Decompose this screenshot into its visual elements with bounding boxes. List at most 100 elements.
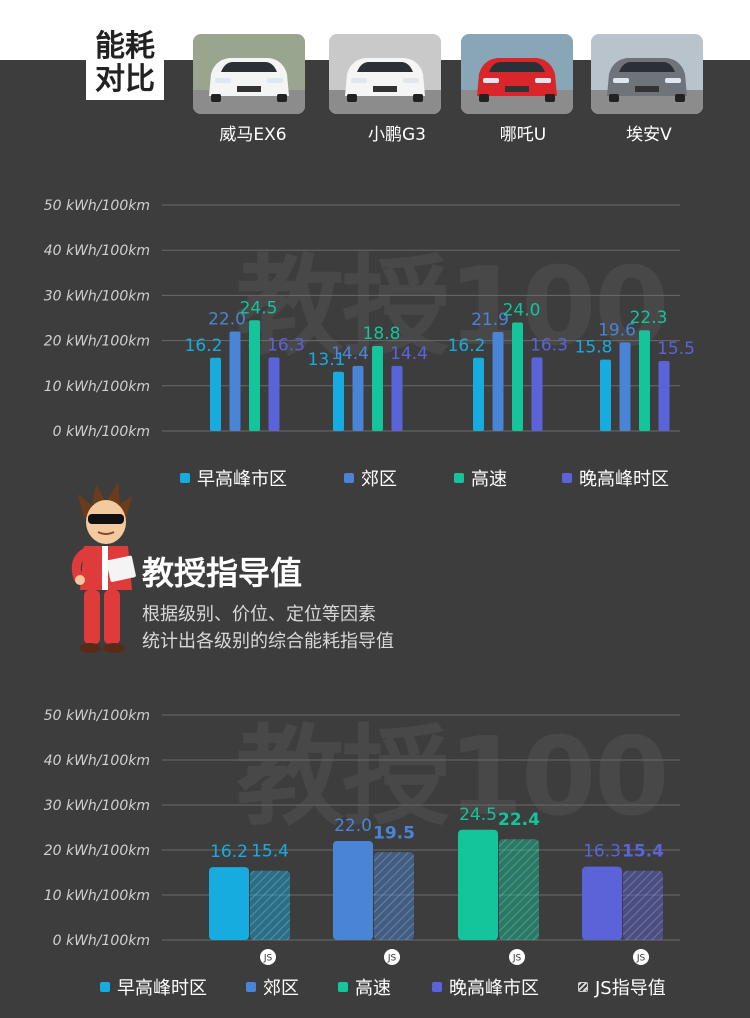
bar — [210, 357, 221, 431]
car-grille — [373, 86, 397, 92]
car-wheel-left — [609, 94, 619, 102]
car-grille — [237, 86, 261, 92]
car-photo-ex6 — [193, 34, 305, 114]
bar-guide-hatch — [250, 870, 290, 940]
bar-guide-hatch — [623, 870, 663, 940]
car-wheel-left — [211, 94, 221, 102]
legend-swatch — [338, 982, 348, 992]
js-badge-label: JS — [263, 954, 273, 964]
watermark-top: 教授100 — [236, 245, 669, 370]
data-label: 16.3 — [583, 842, 621, 862]
y-tick-label: 30 kWh/100km — [44, 798, 150, 814]
car-windshield — [221, 62, 277, 72]
watermark-bottom: 教授100 — [236, 715, 669, 840]
bar — [619, 342, 631, 431]
legend-label: 晚高峰市区 — [449, 978, 539, 999]
bar-guide-hatch — [499, 839, 539, 940]
js-badge — [384, 949, 400, 965]
legend-label: 郊区 — [361, 469, 397, 490]
data-label: 15.5 — [657, 339, 695, 359]
bar — [531, 357, 543, 431]
car-photo-v — [591, 34, 703, 114]
bar — [639, 330, 650, 431]
data-label: 16.3 — [530, 335, 568, 355]
consumption-chart: 0 kWh/100km 10 kWh/100km 20 kWh/100km 30 kW… — [44, 198, 695, 440]
car-name-ex6: 威马EX6 — [219, 125, 287, 145]
bar-guide-hatch — [374, 852, 414, 940]
legend-swatch — [100, 982, 110, 992]
car-headlight-right — [665, 78, 681, 83]
legend-swatch-hatched — [578, 982, 588, 992]
legend-label: 高速 — [355, 978, 391, 999]
car-windshield — [357, 62, 413, 72]
bar — [658, 360, 670, 431]
car-windshield — [619, 62, 675, 72]
guide-label: 22.4 — [498, 810, 540, 830]
car-wheel-left — [347, 94, 357, 102]
legend-item-evening: 晚高峰市区 — [432, 974, 578, 1000]
data-label: 24.5 — [240, 298, 278, 318]
car-headlight-left — [215, 78, 231, 83]
car-grille — [635, 86, 659, 92]
data-label: 16.2 — [448, 336, 486, 356]
car-wheel-left — [479, 94, 489, 102]
car-headlight-right — [403, 78, 419, 83]
y-tick-label: 0 kWh/100km — [53, 424, 150, 440]
data-label: 15.8 — [575, 338, 613, 358]
bar — [352, 365, 364, 431]
guide-label: 15.4 — [622, 842, 664, 862]
car-name-u: 哪吒U — [499, 125, 547, 145]
js-badge — [509, 949, 525, 965]
bar-measured — [458, 829, 498, 940]
y-tick-label: 10 kWh/100km — [44, 379, 150, 395]
legend-swatch — [344, 473, 354, 483]
legend-item-highway: 高速 — [338, 974, 432, 1000]
y-tick-label: 40 kWh/100km — [44, 243, 150, 259]
legend-label: JS指导值 — [595, 978, 666, 999]
car-headlight-left — [613, 78, 629, 83]
y-tick-label: 20 kWh/100km — [44, 334, 150, 350]
data-label: 14.4 — [331, 344, 369, 364]
legend-item-morning: 早高峰时区 — [100, 974, 246, 1000]
data-label: 22.0 — [334, 816, 372, 836]
bar — [268, 357, 280, 431]
legend-swatch — [432, 982, 442, 992]
js-badge-label: JS — [512, 954, 522, 964]
y-tick-label: 50 kWh/100km — [44, 198, 150, 214]
bar — [492, 332, 504, 431]
data-label: 14.4 — [390, 344, 428, 364]
js-badge — [260, 949, 276, 965]
y-tick-label: 40 kWh/100km — [44, 753, 150, 769]
car-grille — [505, 86, 529, 92]
data-label: 24.5 — [459, 805, 497, 825]
legend-swatch — [562, 473, 572, 483]
legend-item-guide: JS指导值 — [578, 974, 666, 1000]
guide-label: 19.5 — [373, 823, 415, 843]
bar — [249, 320, 260, 431]
car-name-g3: 小鹏G3 — [368, 125, 426, 145]
title-line-1: 能耗 — [95, 29, 155, 64]
legend-item-evening: 晚高峰时区 — [562, 465, 669, 491]
data-label: 24.0 — [503, 301, 541, 321]
guide-comparison-chart: 0 kWh/100km 10 kWh/100km 20 kWh/100km 30 kW… — [44, 708, 680, 965]
js-badge — [633, 949, 649, 965]
data-label: 18.8 — [363, 324, 401, 344]
car-wheel-right — [675, 94, 685, 102]
data-label: 16.3 — [267, 335, 305, 355]
bar — [229, 331, 241, 431]
bar — [600, 359, 611, 431]
bar-measured — [333, 841, 373, 940]
data-label: 13.1 — [308, 350, 346, 370]
js-badge-label: JS — [387, 954, 397, 964]
car-wheel-right — [545, 94, 555, 102]
data-label: 16.2 — [210, 842, 248, 862]
legend-item-suburb: 郊区 — [246, 974, 338, 1000]
guide-label: 15.4 — [251, 842, 289, 862]
professor-mascot-illustration — [71, 482, 136, 653]
legend-label: 高速 — [471, 469, 507, 490]
legend-label: 晚高峰时区 — [579, 469, 669, 490]
car-name-v: 埃安V — [626, 125, 672, 145]
data-label: 22.3 — [630, 308, 668, 328]
y-tick-label: 10 kWh/100km — [44, 888, 150, 904]
